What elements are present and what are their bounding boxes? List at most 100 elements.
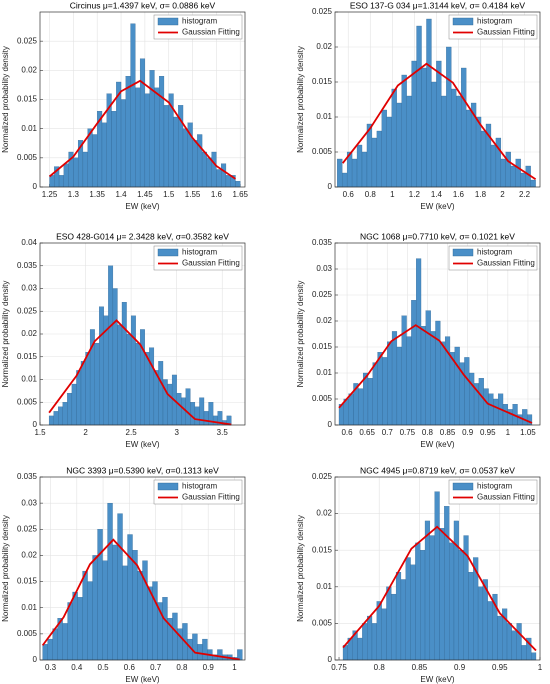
histogram-bar [431, 81, 437, 188]
histogram-bar [216, 169, 222, 188]
histogram-bar [416, 25, 422, 188]
histogram-bar [117, 513, 123, 661]
x-tick-label: 1 [538, 663, 543, 672]
histogram-bar [135, 342, 141, 426]
x-tick-label: 2 [500, 190, 505, 199]
histogram-bar [358, 388, 364, 426]
histogram-bar [58, 175, 64, 188]
y-tick-label: 0.03 [316, 264, 332, 273]
histogram-bar [162, 597, 168, 661]
histogram-bar [411, 60, 417, 188]
histogram-bar [511, 630, 517, 661]
histogram-bar [405, 557, 411, 661]
histogram-bar [381, 109, 387, 188]
histogram-bar [225, 175, 231, 188]
histogram-bar [117, 324, 123, 426]
histogram-bar [85, 352, 91, 426]
y-tick-label: 0.01 [21, 124, 37, 133]
x-axis-label: EW (keV) [125, 675, 160, 684]
histogram-bar [112, 544, 118, 661]
histogram-bar [77, 597, 83, 661]
histogram-bar [163, 105, 169, 188]
x-tick-label: 0.95 [480, 428, 496, 437]
histogram-bar [371, 137, 378, 188]
y-tick-label: 0.02 [316, 316, 332, 325]
y-tick-label: 0.035 [17, 472, 38, 481]
x-tick-label: 3.5 [217, 428, 229, 437]
histogram-bar [425, 310, 431, 426]
x-tick-label: 0.6 [341, 428, 353, 437]
y-tick-label: 0.025 [17, 524, 38, 533]
histogram-bar [367, 378, 373, 426]
histogram-bar [130, 315, 136, 426]
histogram-bar [386, 586, 392, 661]
histogram-bar [490, 144, 497, 188]
x-tick-label: 1.6 [211, 190, 223, 199]
histogram-bar [401, 74, 407, 188]
y-tick-label: 0.015 [312, 342, 333, 351]
histogram-bar [502, 404, 508, 426]
y-tick-label: 0.02 [21, 65, 37, 74]
histogram-bar [53, 411, 59, 426]
histogram-bar [149, 347, 155, 426]
histogram-bar [235, 181, 241, 188]
histogram-bar [391, 88, 397, 188]
histogram-bar [391, 593, 397, 661]
legend-label: Gaussian Fitting [182, 259, 240, 268]
y-tick-label: 0.015 [17, 95, 38, 104]
y-tick-label: 0.005 [312, 619, 333, 628]
histogram-bar [139, 58, 146, 188]
histogram-bar [453, 520, 459, 661]
histogram-bar [530, 179, 536, 188]
histogram-bar [396, 346, 402, 426]
y-tick-label: 0 [33, 182, 38, 191]
histogram-bar [348, 393, 354, 426]
y-tick-label: 0.025 [312, 7, 333, 16]
histogram-bar [152, 581, 158, 661]
legend-label: histogram [182, 248, 217, 257]
histogram-bar [101, 122, 107, 188]
histogram-bar [420, 326, 426, 426]
x-tick-label: 0.75 [400, 428, 416, 437]
y-tick-label: 0 [33, 655, 38, 664]
histogram-bar [202, 638, 208, 661]
fit-line [338, 324, 533, 424]
legend-swatch [452, 248, 474, 257]
y-tick-label: 0.015 [312, 77, 333, 86]
axes-box [334, 11, 541, 188]
histogram-bar [99, 306, 104, 426]
fit-line [48, 79, 236, 180]
x-tick-label: 0.9 [462, 428, 474, 437]
y-tick-label: 0.015 [312, 545, 333, 554]
y-tick-label: 0.02 [21, 551, 37, 560]
histogram-bar [343, 398, 349, 426]
histogram-bar [62, 402, 68, 426]
histogram-bar [420, 550, 426, 661]
histogram-bar [342, 172, 348, 188]
histogram-bar [122, 565, 128, 661]
axes-box [334, 476, 541, 661]
y-tick-label: 0.01 [316, 582, 332, 591]
x-tick-label: 0.9 [454, 663, 466, 672]
histogram-bar [377, 352, 383, 426]
histogram-bar [516, 623, 522, 661]
x-tick-label: 1.05 [520, 428, 536, 437]
histogram-bar [217, 649, 223, 661]
histogram-bar [429, 535, 435, 661]
y-axis-label: Normalized probability density [296, 281, 305, 388]
legend-label: histogram [182, 17, 217, 26]
histogram-bar [446, 46, 452, 188]
histogram-bar [102, 560, 108, 661]
y-tick-label: 0.025 [312, 290, 333, 299]
histogram-bar [436, 60, 442, 188]
histogram-bar [135, 87, 141, 188]
histogram-bar [521, 645, 527, 661]
legend-swatch [157, 17, 179, 26]
histogram-bar [510, 165, 516, 188]
axes-box [39, 476, 246, 661]
x-tick-label: 0.85 [440, 428, 456, 437]
histogram-bar [391, 331, 398, 426]
histogram-bar [203, 411, 209, 426]
histogram-bar [475, 116, 482, 188]
